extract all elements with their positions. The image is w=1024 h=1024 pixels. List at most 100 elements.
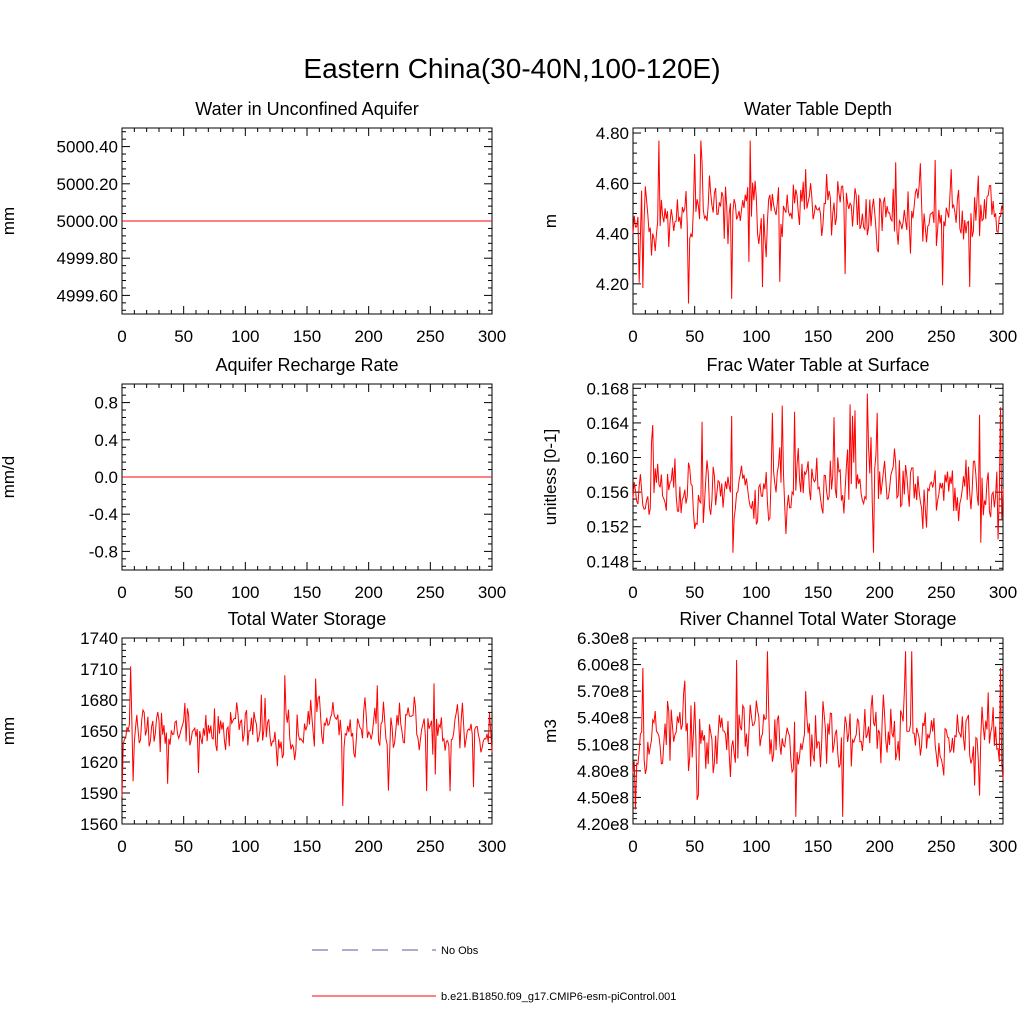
legend-model-label: b.e21.B1850.f09_g17.CMIP6-esm-piControl.… [441,991,676,1003]
y-tick-label: 0.8 [94,394,118,413]
x-tick-label: 200 [354,583,382,602]
x-tick-label: 300 [478,837,506,856]
x-tick-label: 150 [804,583,832,602]
x-tick-label: 200 [354,837,382,856]
y-tick-label: 0.164 [586,414,629,433]
x-tick-label: 250 [927,583,955,602]
panel-title: Water Table Depth [744,99,892,119]
y-tick-label: 0.0 [94,468,118,487]
panel-title: River Channel Total Water Storage [679,609,956,629]
series-line [632,651,1004,817]
y-tick-label: 4.20e8 [577,815,629,834]
x-tick-label: 50 [685,583,704,602]
x-tick-label: 300 [989,327,1017,346]
x-tick-label: 0 [628,583,637,602]
series-line [632,140,1004,304]
x-tick-label: 50 [685,837,704,856]
panel-5: Total Water Storage mm 0 50 100 150 200 250 300 1… [0,609,506,856]
x-tick-label: 0 [628,327,637,346]
y-tick-label: 4.80 [596,124,629,143]
x-tick-label: 200 [865,327,893,346]
y-tick-label: 1650 [80,722,118,741]
y-tick-label: 1710 [80,660,118,679]
x-tick-label: 100 [742,837,770,856]
y-tick-label: 5000.40 [57,138,118,157]
x-tick-label: 100 [231,837,259,856]
y-tick-label: 1740 [80,629,118,648]
y-tick-label: 0.152 [586,518,629,537]
x-tick-label: 200 [865,583,893,602]
y-tick-label: 6.30e8 [577,629,629,648]
y-tick-label: 4.60 [596,174,629,193]
y-tick-label: 1560 [80,815,118,834]
x-tick-label: 300 [989,583,1017,602]
panel-6: River Channel Total Water Storage m3 0 50 10… [541,609,1017,856]
y-tick-label: 5000.00 [57,212,118,231]
y-tick-label: -0.4 [89,505,118,524]
y-axis-label: mm [0,717,18,745]
x-tick-label: 100 [231,327,259,346]
x-tick-label: 250 [927,837,955,856]
x-tick-label: 50 [685,327,704,346]
y-tick-label: 0.156 [586,483,629,502]
y-tick-label: 0.160 [586,449,629,468]
x-tick-label: 0 [117,837,126,856]
x-tick-label: 100 [231,583,259,602]
y-axis-label: mm [0,207,18,235]
x-tick-label: 250 [416,327,444,346]
y-tick-label: 0.148 [586,552,629,571]
y-tick-label: 4999.80 [57,249,118,268]
x-tick-label: 50 [174,837,193,856]
y-axis-label: m3 [541,719,560,743]
plot-frame [632,637,1004,825]
y-tick-label: 1620 [80,753,118,772]
y-tick-label: 5.40e8 [577,709,629,728]
y-tick-label: 1680 [80,691,118,710]
x-tick-label: 200 [865,837,893,856]
y-axis-label: unitless [0-1] [541,429,560,525]
x-tick-label: 0 [117,583,126,602]
y-tick-label: 4.20 [596,275,629,294]
x-tick-label: 100 [742,327,770,346]
x-tick-label: 250 [927,327,955,346]
x-tick-label: 50 [174,327,193,346]
y-tick-label: 6.00e8 [577,656,629,675]
y-tick-label: 0.168 [586,379,629,398]
y-tick-label: 5.10e8 [577,735,629,754]
y-tick-label: -0.8 [89,542,118,561]
x-tick-label: 250 [416,583,444,602]
y-tick-label: 4.80e8 [577,762,629,781]
y-tick-label: 1590 [80,784,118,803]
y-axis-label: mm/d [0,456,18,499]
x-tick-label: 0 [628,837,637,856]
x-tick-label: 0 [117,327,126,346]
x-tick-label: 50 [174,583,193,602]
series-line [121,666,493,806]
y-tick-label: 4.40 [596,225,629,244]
x-tick-label: 150 [804,837,832,856]
panel-title: Frac Water Table at Surface [706,355,929,375]
x-tick-label: 150 [293,837,321,856]
panel-3: Aquifer Recharge Rate mm/d 0 50 100 150 200 250… [0,355,506,602]
panel-title: Aquifer Recharge Rate [215,355,398,375]
legend-no-obs-label: No Obs [441,945,479,957]
x-tick-label: 150 [804,327,832,346]
figure-title: Eastern China(30-40N,100-120E) [303,53,720,84]
panel-2: Water Table Depth m 0 50 100 150 200 250 300 4.20… [541,99,1017,346]
panel-title: Water in Unconfined Aquifer [195,99,418,119]
x-tick-label: 250 [416,837,444,856]
x-tick-label: 200 [354,327,382,346]
y-tick-label: 4999.60 [57,286,118,305]
x-tick-label: 100 [742,583,770,602]
y-tick-label: 5.70e8 [577,682,629,701]
y-tick-label: 4.50e8 [577,788,629,807]
legend: No Obs b.e21.B1850.f09_g17.CMIP6-esm-piC… [312,945,676,1003]
x-tick-label: 300 [989,837,1017,856]
x-tick-label: 150 [293,583,321,602]
y-tick-label: 5000.20 [57,175,118,194]
panel-4: Frac Water Table at Surface unitless [0-1… [541,355,1017,602]
panel-1: Water in Unconfined Aquifer mm 0 50 100 150 20… [0,99,506,346]
y-tick-label: 0.4 [94,431,118,450]
x-tick-label: 150 [293,327,321,346]
